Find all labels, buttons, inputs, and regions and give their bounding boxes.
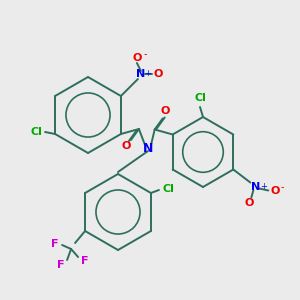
Text: F: F (57, 260, 65, 270)
Text: O: O (160, 106, 169, 116)
Text: -: - (143, 49, 147, 59)
Text: F: F (81, 256, 89, 266)
Text: F: F (51, 239, 59, 249)
Text: N: N (143, 142, 153, 154)
Text: +: + (260, 182, 267, 191)
Text: O: O (121, 141, 130, 151)
Text: Cl: Cl (194, 93, 206, 103)
Text: N: N (251, 182, 260, 193)
Text: Cl: Cl (163, 184, 175, 194)
Text: O: O (244, 199, 254, 208)
Text: -: - (280, 182, 284, 193)
Text: O: O (153, 69, 163, 79)
Text: O: O (132, 53, 142, 63)
Text: Cl: Cl (30, 127, 42, 137)
Text: +: + (145, 68, 151, 77)
Text: O: O (271, 187, 280, 196)
Text: N: N (136, 69, 146, 79)
